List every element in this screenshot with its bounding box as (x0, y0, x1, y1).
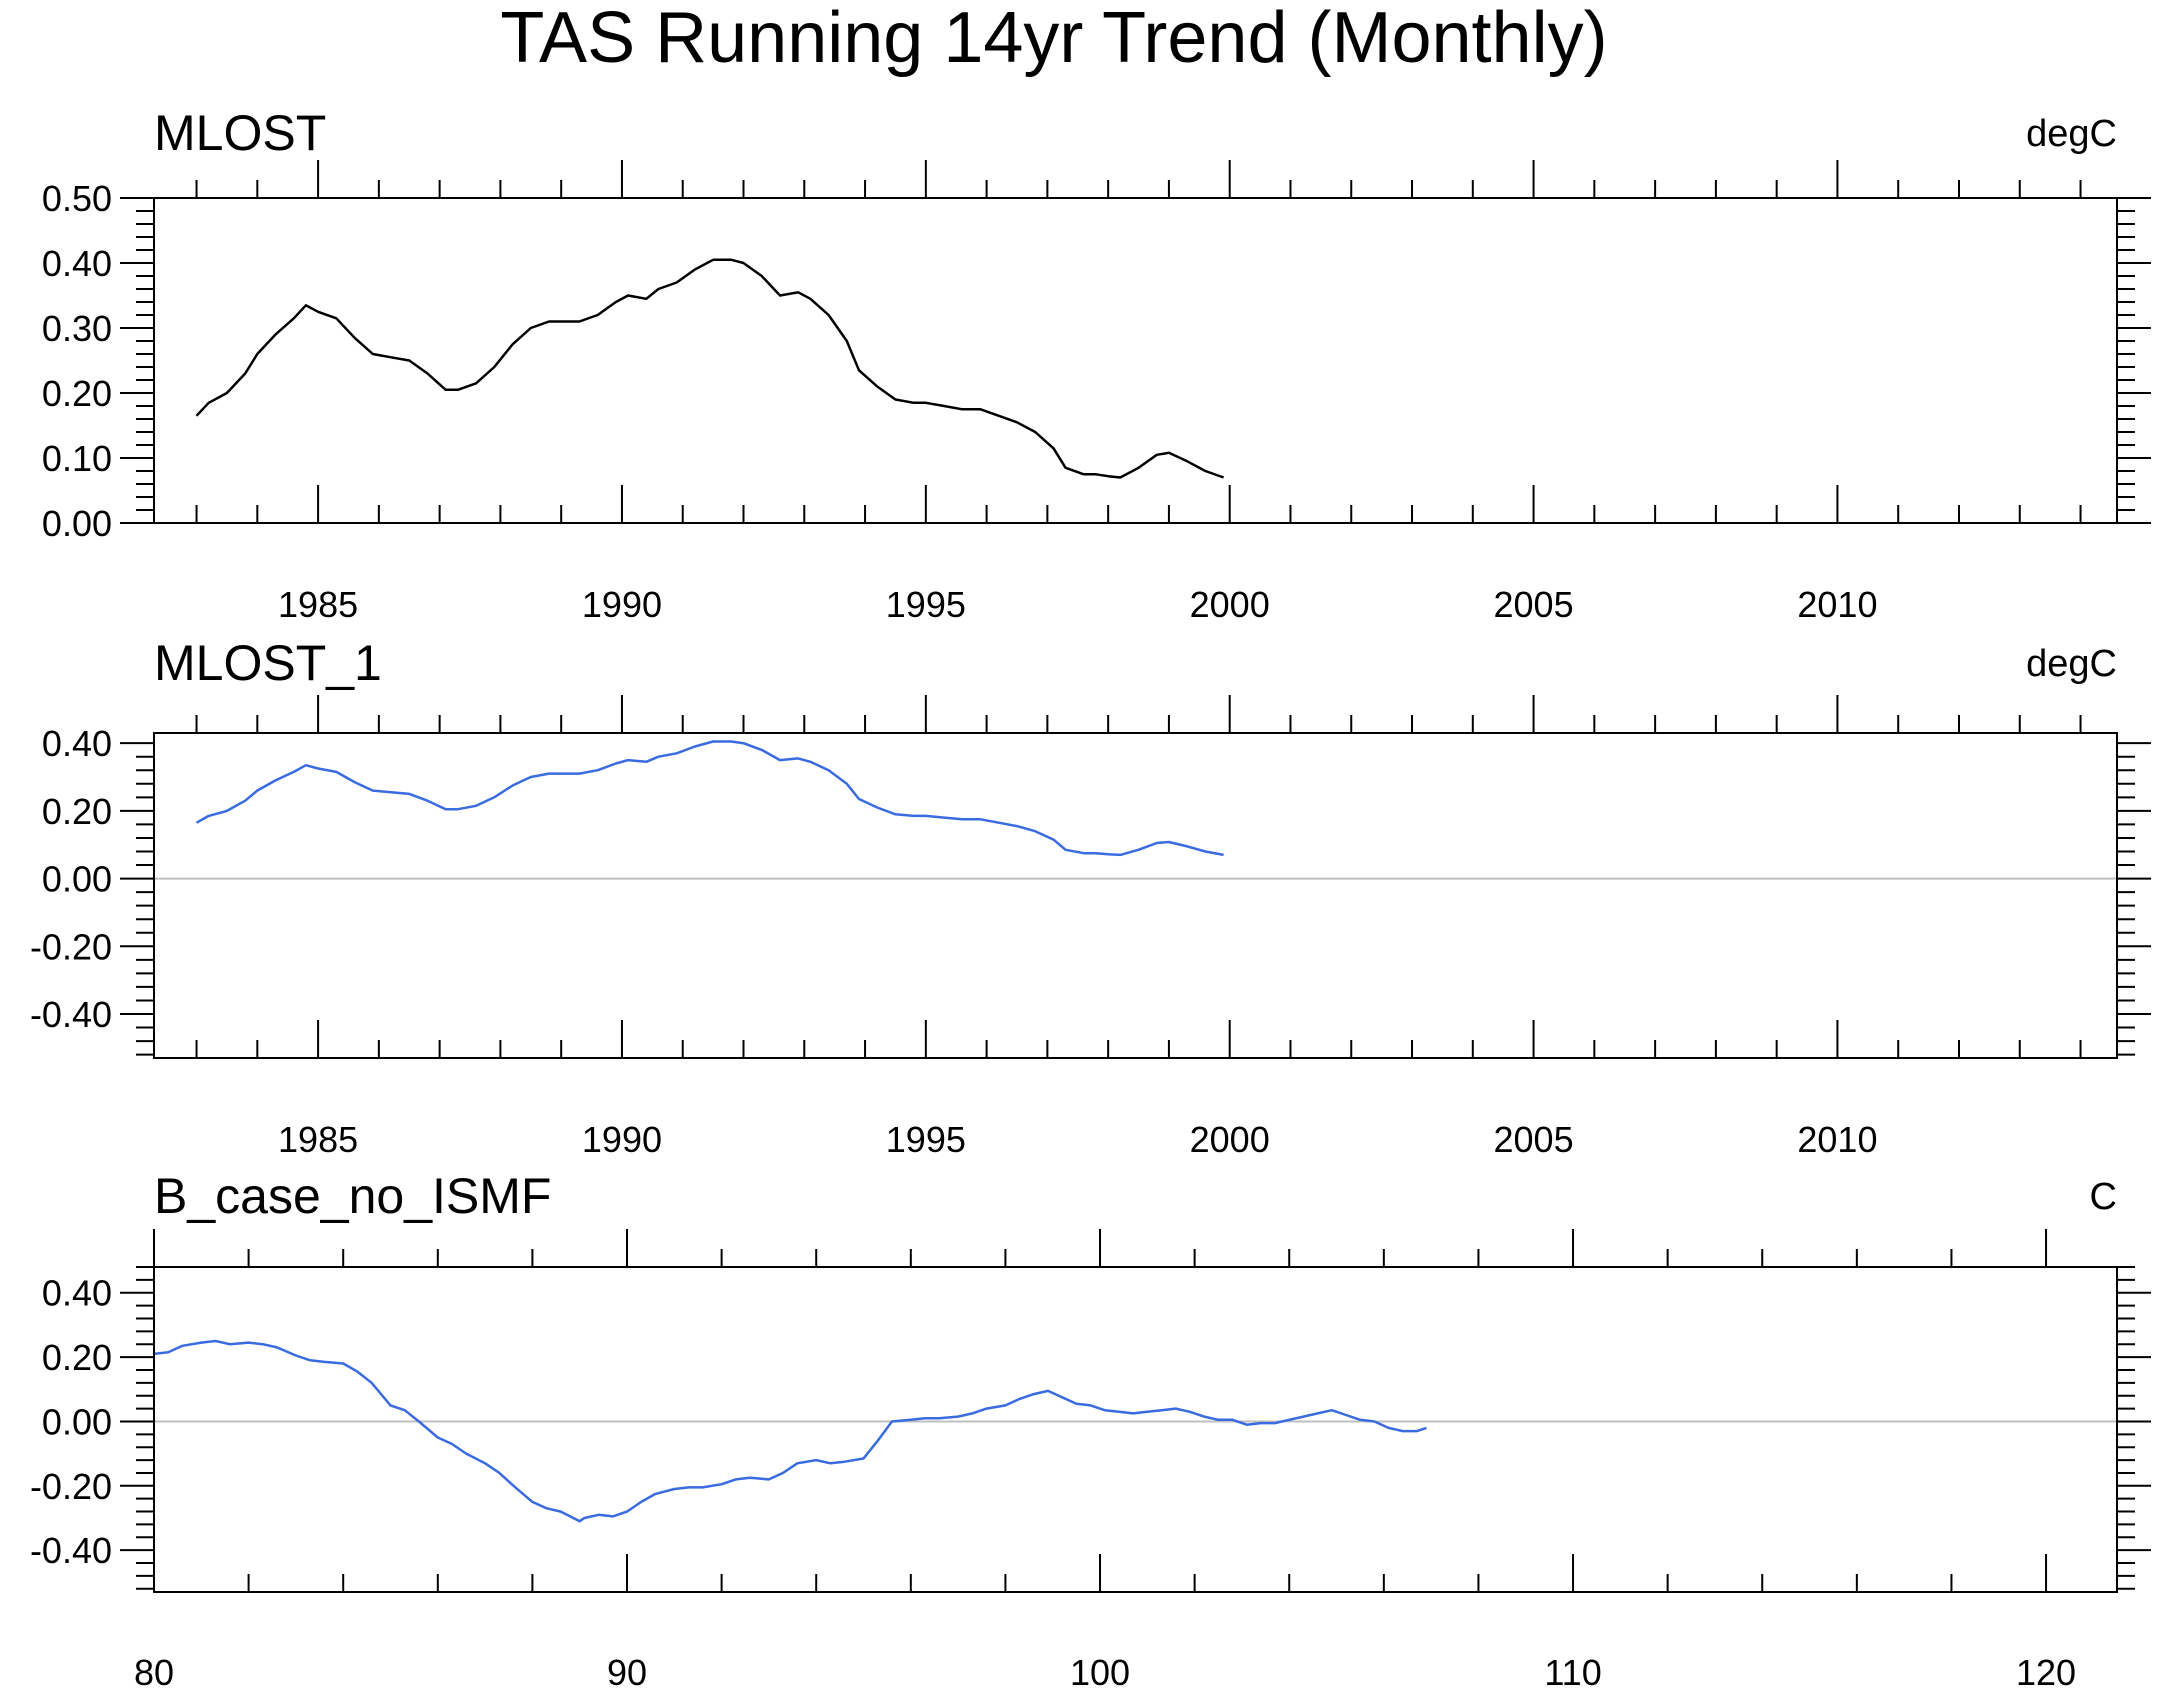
y-tick-label: 0.50 (42, 178, 112, 219)
panel-title: MLOST (154, 105, 326, 161)
y-tick-label: 0.20 (42, 791, 112, 832)
units-label: degC (2026, 643, 2117, 685)
y-tick-label: -0.20 (30, 1466, 112, 1507)
units-label: degC (2026, 113, 2117, 155)
chart-panels: MLOST degC 1985 1990 1995 2000 2005 2010 0.00 0.1… (30, 105, 2151, 1693)
x-tick-label: 2005 (1494, 584, 1574, 625)
x-tick-label: 80 (134, 1652, 174, 1693)
x-tick-label: 1985 (278, 584, 358, 625)
x-tick-label: 1990 (582, 584, 662, 625)
chart-panel-3: B_case_no_ISMF C 80 90 100 110 120 -0.40 -0.20 0.… (30, 1168, 2151, 1693)
x-tick-label: 2000 (1190, 1119, 1270, 1160)
x-tick-label: 1985 (278, 1119, 358, 1160)
x-tick-label: 120 (2016, 1652, 2076, 1693)
series-line (195, 258, 1225, 479)
units-label: C (2090, 1176, 2117, 1218)
x-tick-label: 100 (1070, 1652, 1130, 1693)
y-tick-label: 0.20 (42, 1337, 112, 1378)
y-tick-label: 0.40 (42, 1273, 112, 1314)
x-tick-label: 1990 (582, 1119, 662, 1160)
y-tick-label: 0.00 (42, 503, 112, 544)
plot-frame (153, 1266, 2118, 1593)
y-tick-label: 0.40 (42, 243, 112, 284)
plot-frame (153, 197, 2118, 524)
y-tick-label: -0.20 (30, 926, 112, 967)
x-tick-label: 2005 (1494, 1119, 1574, 1160)
x-tick-label: 2010 (1797, 1119, 1877, 1160)
plot-frame (153, 732, 2118, 1059)
chart-panel-1: MLOST degC 1985 1990 1995 2000 2005 2010 0.00 0.1… (42, 105, 2151, 625)
series-line (153, 1339, 1427, 1523)
y-tick-label: -0.40 (30, 1530, 112, 1571)
panel-title: MLOST_1 (154, 635, 382, 691)
x-tick-label: 2000 (1190, 584, 1270, 625)
y-tick-label: -0.40 (30, 994, 112, 1035)
x-tick-label: 1995 (886, 584, 966, 625)
x-tick-label: 90 (607, 1652, 647, 1693)
chart-panel-2: MLOST_1 degC 1985 1990 1995 2000 2005 2010 -0.40… (30, 635, 2151, 1160)
y-tick-label: 0.20 (42, 373, 112, 414)
figure-title: TAS Running 14yr Trend (Monthly) (500, 0, 1607, 78)
y-tick-label: 0.30 (42, 308, 112, 349)
x-tick-label: 110 (1544, 1652, 1601, 1693)
series-line (195, 740, 1224, 857)
x-tick-label: 2010 (1797, 584, 1877, 625)
y-tick-label: 0.00 (42, 1401, 112, 1442)
y-tick-label: 0.00 (42, 859, 112, 900)
y-tick-label: 0.10 (42, 438, 112, 479)
panel-title: B_case_no_ISMF (154, 1168, 551, 1224)
y-tick-label: 0.40 (42, 723, 112, 764)
x-tick-label: 1995 (886, 1119, 966, 1160)
